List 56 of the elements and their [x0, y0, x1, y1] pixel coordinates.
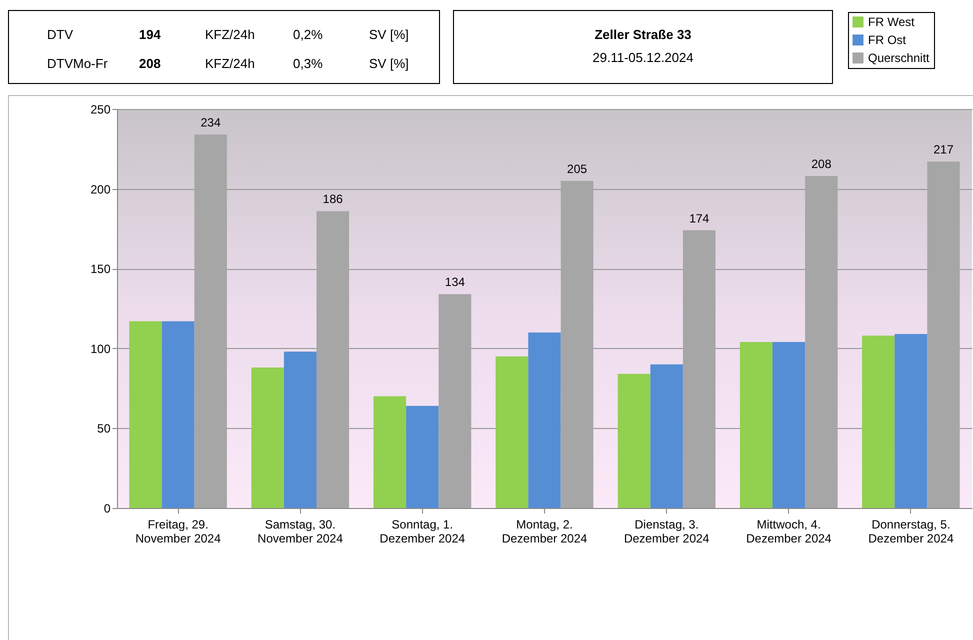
text: 194 [139, 27, 161, 42]
bar [618, 374, 650, 508]
data-label: 186 [322, 192, 344, 206]
bar [438, 294, 472, 508]
bar [316, 211, 350, 508]
bar [374, 396, 406, 508]
x-tick-label: Samstag, 30. November 2024 [258, 518, 344, 546]
text: 0,2% [293, 27, 323, 42]
text: DTV [47, 27, 73, 42]
data-label: 234 [200, 116, 221, 130]
bar [496, 356, 528, 508]
text: DTVMo-Fr [47, 56, 108, 71]
data-label: 208 [811, 157, 832, 172]
bar [682, 230, 716, 508]
bar [406, 406, 439, 508]
text: SV [%] [369, 27, 409, 42]
x-tick-label: Freitag, 29. November 2024 [135, 518, 222, 546]
bar [528, 332, 561, 508]
chart-subtitle: 29.11-05.12.2024 [592, 50, 694, 65]
text: 0,3% [293, 56, 323, 71]
bar [129, 321, 162, 508]
data-label: 217 [933, 142, 954, 157]
text: SV [%] [369, 56, 409, 71]
data-label: 134 [444, 275, 466, 290]
x-tick-label: Mittwoch, 4. Dezember 2024 [746, 518, 832, 546]
y-tick-label: 0 [104, 502, 111, 516]
bar [862, 336, 895, 508]
y-tick-label: 150 [90, 262, 111, 276]
y-tick-label: 200 [90, 182, 111, 196]
chart-title: Zeller Straße 33 [594, 27, 692, 42]
bar [805, 176, 838, 508]
data-label: 174 [689, 211, 710, 226]
y-tick-label: 250 [90, 102, 111, 116]
bar [650, 364, 683, 508]
y-tick-label: 50 [97, 422, 111, 436]
bar [560, 180, 594, 508]
legend-label: FR West [868, 15, 916, 29]
bar [927, 162, 960, 508]
x-tick-label: Montag, 2. Dezember 2024 [502, 518, 588, 546]
bar [772, 342, 806, 508]
bar [284, 352, 316, 508]
text: 208 [139, 56, 161, 71]
y-tick-label: 100 [90, 342, 111, 356]
legend-label: Querschnitt [868, 51, 930, 65]
text: KFZ/24h [205, 56, 255, 71]
data-label: 205 [567, 162, 588, 176]
bar [251, 368, 284, 508]
bar [894, 334, 928, 508]
bar [740, 342, 772, 508]
x-tick-label: Dienstag, 3. Dezember 2024 [624, 518, 710, 546]
bar [194, 134, 227, 508]
x-tick-label: Donnerstag, 5. Dezember 2024 [868, 518, 954, 546]
bar [162, 321, 194, 508]
text: KFZ/24h [205, 27, 255, 42]
x-tick-label: Sonntag, 1. Dezember 2024 [380, 518, 466, 546]
legend-label: FR Ost [868, 33, 907, 47]
